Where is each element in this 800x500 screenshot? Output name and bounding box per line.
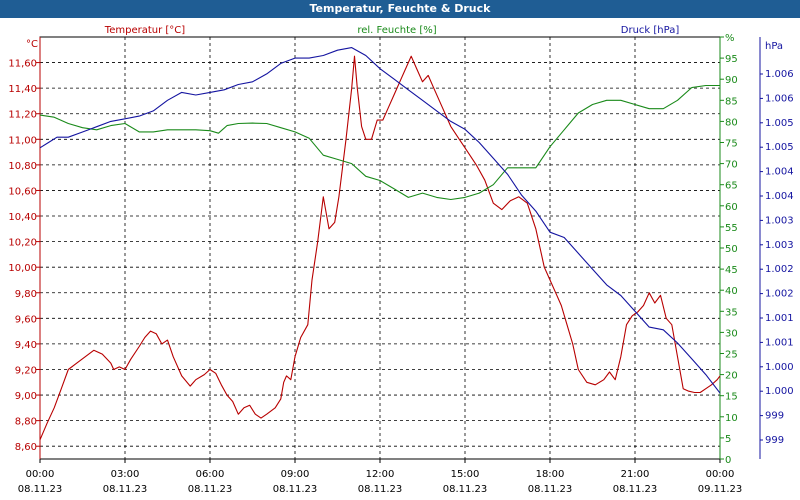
temperature-tick-label: 10,60 [8,186,37,197]
temperature-tick-label: 11,40 [8,84,37,95]
x-tick-date: 08.11.23 [103,484,148,495]
pressure-tick-label: 1.005 [765,142,794,153]
humidity-tick-label: 85 [725,96,738,107]
temperature-axis-label: Temperatur [°C] [104,25,185,36]
humidity-tick-label: 75 [725,139,738,150]
humidity-series-line [39,84,720,201]
temperature-tick-label: 9,80 [15,289,37,300]
x-tick-date: 08.11.23 [358,484,403,495]
humidity-tick-label: 10 [725,413,738,424]
pressure-tick-label: 1.004 [765,167,794,178]
x-tick-time: 18:00 [536,469,565,480]
x-tick-time: 12:00 [366,469,395,480]
pressure-tick-label: 1.001 [765,313,794,324]
x-tick-time: 06:00 [196,469,225,480]
temperature-tick-label: 9,20 [15,365,37,376]
temperature-tick-label: 9,40 [15,340,37,351]
pressure-tick-label: 1.003 [765,215,794,226]
pressure-tick-label: 1.003 [765,240,794,251]
pressure-tick-label: 1.002 [765,289,794,300]
temperature-series-line [39,55,721,441]
temperature-tick-label: 11,20 [8,110,37,121]
pressure-tick-label: 1.005 [765,118,794,129]
humidity-tick-label: 0 [725,455,731,466]
temperature-unit-label: °C [26,39,38,50]
humidity-tick-label: 45 [725,265,738,276]
humidity-axis-ticks: 0 5 10 15 20 25 30 35 40 45 50 55 60 65 70 75 80 85 90 95% [719,33,738,466]
x-tick-time: 00:00 [706,469,735,480]
pressure-tick-label: 1.000 [765,362,794,373]
humidity-tick-label: 50 [725,244,738,255]
x-tick-date: 08.11.23 [273,484,318,495]
temperature-tick-label: 11,60 [8,59,37,70]
pressure-tick-label: 1.002 [765,264,794,275]
temperature-tick-label: 8,60 [15,442,37,453]
humidity-tick-label: 15 [725,392,738,403]
x-tick-date: 08.11.23 [528,484,573,495]
x-tick-time: 09:00 [281,469,310,480]
x-tick-date: 09.11.23 [698,484,743,495]
pressure-tick-label: 1.006 [765,93,794,104]
pressure-tick-label: 1.000 [765,386,794,397]
pressure-tick-label: 1.006 [765,69,794,80]
humidity-tick-label: 25 [725,350,738,361]
humidity-tick-label: 95 [725,54,738,65]
pressure-tick-label: 1.004 [765,191,794,202]
pressure-tick-label: 1.001 [765,337,794,348]
x-tick-date: 08.11.23 [188,484,233,495]
grid-lines [39,37,721,459]
humidity-tick-label: 70 [725,160,738,171]
temperature-tick-label: 9,60 [15,314,37,325]
temperature-tick-label: 10,20 [8,238,37,249]
temperature-tick-label: 9,00 [15,391,37,402]
temperature-tick-label: 8,80 [15,417,37,428]
pressure-axis-label: Druck [hPa] [621,25,680,36]
humidity-tick-label: 55 [725,223,738,234]
pressure-series-line [39,47,721,394]
humidity-tick-label: 30 [725,328,738,339]
humidity-tick-label: 20 [725,371,738,382]
temperature-tick-label: 10,40 [8,212,37,223]
axis-labels: Temperatur [°C] rel. Feuchte [%] Druck [hP… [26,25,783,52]
series-lines [39,47,721,441]
humidity-tick-label: 40 [725,286,738,297]
humidity-tick-label: 65 [725,181,738,192]
temperature-tick-label: 11,00 [8,135,37,146]
x-tick-date: 08.11.23 [18,484,63,495]
pressure-tick-label: 999 [765,435,784,446]
x-tick-time: 00:00 [26,469,55,480]
humidity-tick-label: 90 [725,75,738,86]
humidity-axis-label: rel. Feuchte [%] [357,25,436,36]
x-axis-ticks: 00:00 08.11.23 03:00 08.11.23 06:00 08.11.23 0… [18,459,743,495]
humidity-tick-label: % [725,33,735,44]
x-tick-date: 08.11.23 [443,484,488,495]
x-tick-time: 03:00 [111,469,140,480]
humidity-tick-label: 35 [725,307,738,318]
x-tick-time: 21:00 [621,469,650,480]
pressure-axis-ticks: 999 999 1.000 1.000 1.001 1.001 1.002 1.002 1.00… [759,37,794,459]
humidity-tick-label: 5 [725,434,731,445]
humidity-tick-label: 60 [725,202,738,213]
pressure-unit-label: hPa [765,41,783,52]
x-tick-date: 08.11.23 [613,484,658,495]
temperature-tick-label: 10,00 [8,263,37,274]
temperature-axis-ticks: 8,60 8,80 9,00 9,20 9,40 9,60 9,80 10,00 10,20 10… [8,37,41,459]
window-title: Temperatur, Feuchte & Druck [0,0,800,18]
humidity-tick-label: 80 [725,117,738,128]
pressure-tick-label: 999 [765,411,784,422]
x-tick-time: 15:00 [451,469,480,480]
temperature-tick-label: 10,80 [8,161,37,172]
